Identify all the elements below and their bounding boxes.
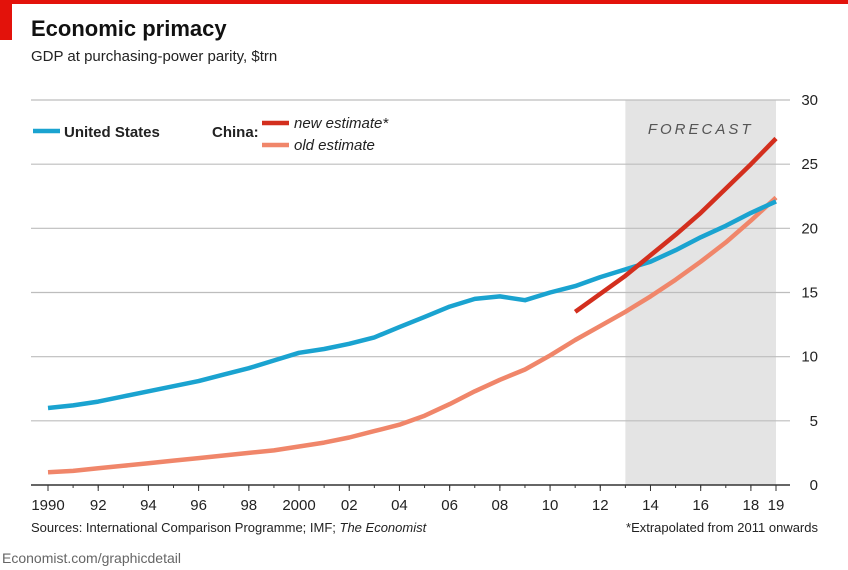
red-tag [0,0,12,40]
y-tick-label: 5 [810,413,818,430]
x-tick-label: 2000 [282,497,315,514]
chart-subtitle: GDP at purchasing-power parity, $trn [31,48,278,65]
legend-label-china: China: [212,124,259,141]
legend-label-new: new estimate* [294,115,389,132]
legend-label-old: old estimate [294,137,375,154]
x-tick-label: 92 [90,497,107,514]
x-tick-label: 08 [492,497,509,514]
x-tick-label: 14 [642,497,659,514]
series-line-china-old [47,195,778,475]
footnote: *Extrapolated from 2011 onwards [626,520,818,535]
x-tick-label: 1990 [31,497,64,514]
y-tick-label: 0 [810,477,818,494]
x-tick-label: 04 [391,497,408,514]
x-tick-label: 96 [190,497,207,514]
credit-link[interactable]: Economist.com/graphicdetail [2,550,181,566]
source-publication: The Economist [339,520,427,535]
x-tick-label: 98 [240,497,257,514]
x-tick-label: 06 [441,497,458,514]
x-tick-label: 10 [542,497,559,514]
x-tick-label: 94 [140,497,157,514]
series-line-us [47,199,777,411]
x-tick-label: 02 [341,497,358,514]
x-tick-label: 18 [743,497,760,514]
x-tick-label: 19 [768,497,785,514]
top-rule [0,0,848,4]
forecast-label: FORECAST [648,121,754,138]
legend-label-us: United States [64,124,160,141]
source-note: Sources: International Comparison Progra… [31,520,426,535]
y-tick-label: 20 [801,220,818,237]
y-tick-label: 30 [801,92,818,109]
x-tick-label: 16 [692,497,709,514]
y-tick-label: 25 [801,156,818,173]
y-tick-label: 10 [801,349,818,366]
x-tick-label: 12 [592,497,609,514]
source-text: Sources: International Comparison Progra… [31,520,340,535]
y-tick-label: 15 [801,285,818,302]
series-line-china-new [573,136,778,314]
chart-title: Economic primacy [31,16,227,41]
